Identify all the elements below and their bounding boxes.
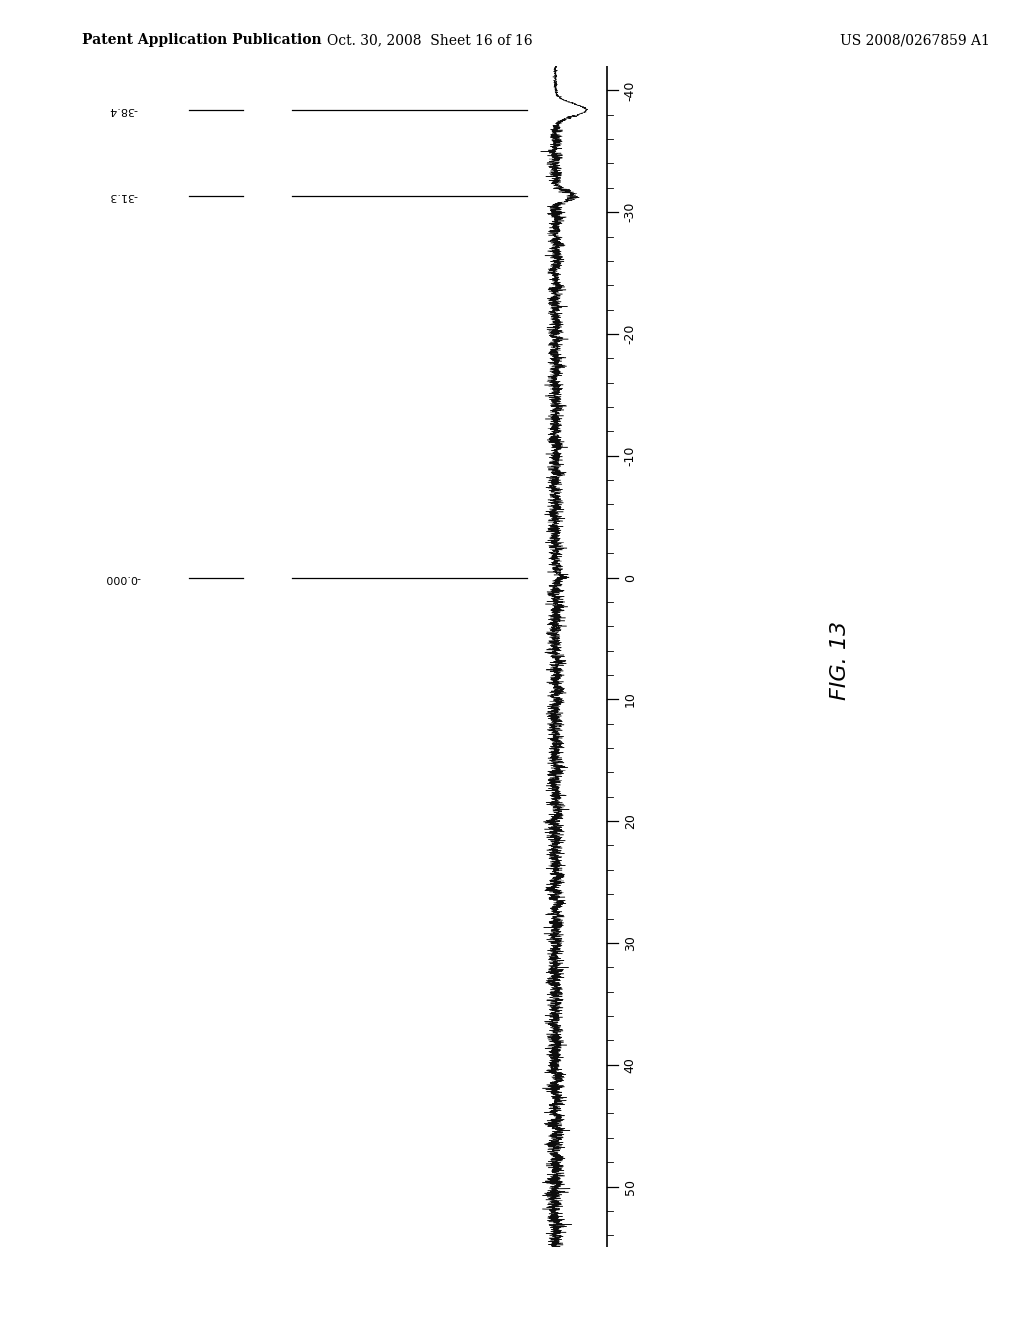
Text: -38.4: -38.4 xyxy=(109,104,137,115)
Text: -0.000: -0.000 xyxy=(105,573,140,582)
Text: -10: -10 xyxy=(624,446,637,466)
Text: 20: 20 xyxy=(624,813,637,829)
Text: -40: -40 xyxy=(624,81,637,100)
Text: 40: 40 xyxy=(624,1057,637,1073)
Text: FIG. 13: FIG. 13 xyxy=(829,620,850,700)
Text: 30: 30 xyxy=(624,935,637,950)
Text: -30: -30 xyxy=(624,202,637,222)
Text: -31.3: -31.3 xyxy=(109,191,137,202)
Text: Oct. 30, 2008  Sheet 16 of 16: Oct. 30, 2008 Sheet 16 of 16 xyxy=(328,33,532,48)
Text: 0: 0 xyxy=(624,573,637,582)
Text: US 2008/0267859 A1: US 2008/0267859 A1 xyxy=(840,33,989,48)
Text: 10: 10 xyxy=(624,692,637,708)
Text: -20: -20 xyxy=(624,323,637,345)
Text: Patent Application Publication: Patent Application Publication xyxy=(82,33,322,48)
Text: 50: 50 xyxy=(624,1179,637,1195)
